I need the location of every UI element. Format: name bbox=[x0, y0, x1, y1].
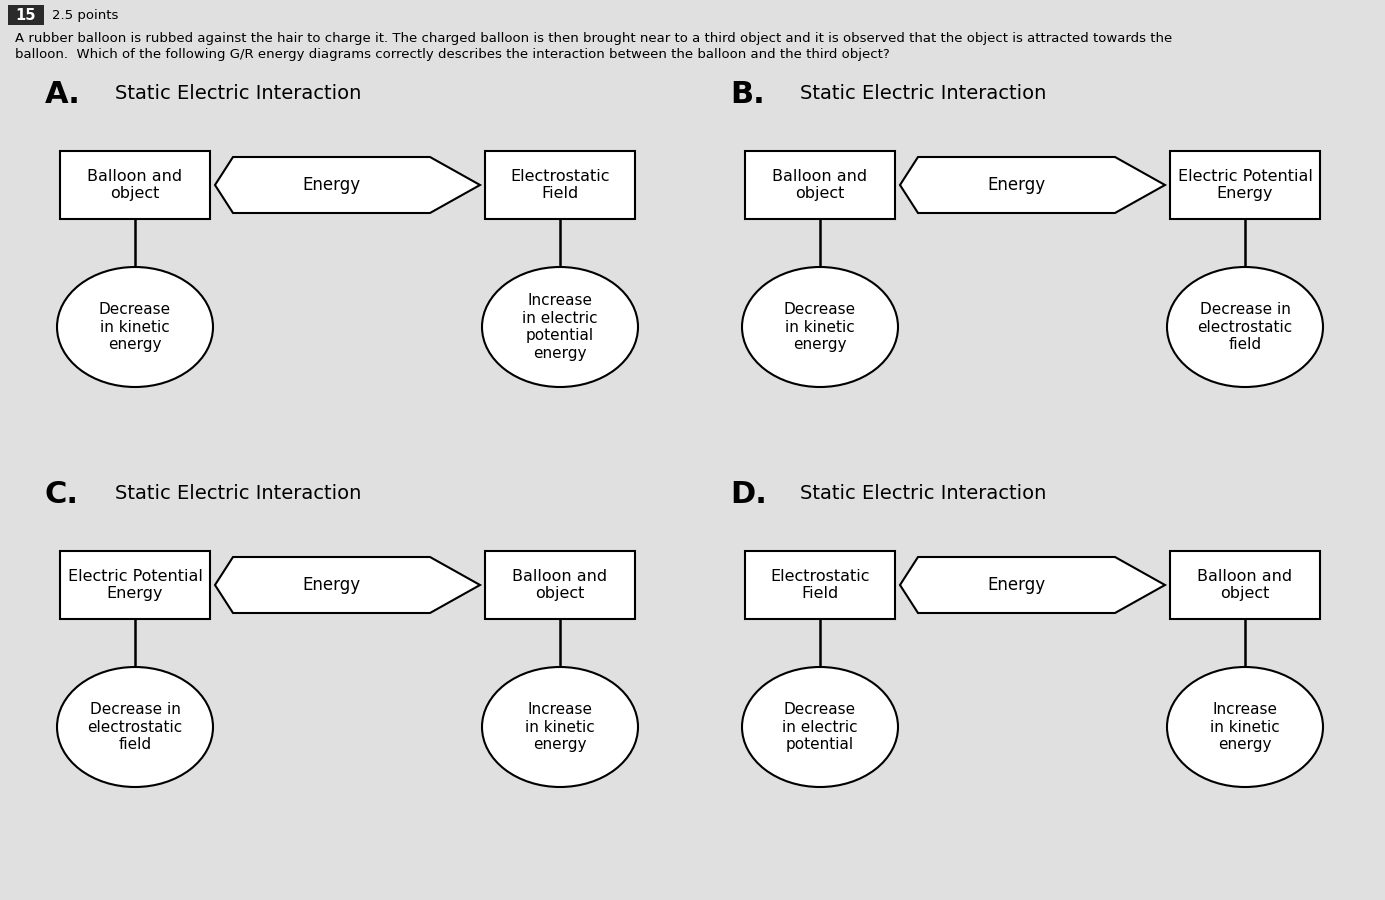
Text: Static Electric Interaction: Static Electric Interaction bbox=[801, 484, 1047, 503]
Ellipse shape bbox=[1168, 267, 1323, 387]
Text: Decrease in
electrostatic
field: Decrease in electrostatic field bbox=[1198, 302, 1292, 352]
Text: Balloon and
object: Balloon and object bbox=[512, 569, 608, 601]
FancyBboxPatch shape bbox=[1170, 151, 1320, 219]
Ellipse shape bbox=[742, 667, 897, 787]
Text: Electric Potential
Energy: Electric Potential Energy bbox=[1177, 169, 1313, 202]
Text: Decrease in
electrostatic
field: Decrease in electrostatic field bbox=[87, 702, 183, 752]
Text: Electrostatic
Field: Electrostatic Field bbox=[770, 569, 870, 601]
Ellipse shape bbox=[742, 267, 897, 387]
FancyBboxPatch shape bbox=[8, 5, 44, 25]
Text: Decrease
in kinetic
energy: Decrease in kinetic energy bbox=[98, 302, 172, 352]
FancyBboxPatch shape bbox=[485, 151, 634, 219]
FancyBboxPatch shape bbox=[485, 551, 634, 619]
Text: D.: D. bbox=[730, 480, 767, 509]
Text: A rubber balloon is rubbed against the hair to charge it. The charged balloon is: A rubber balloon is rubbed against the h… bbox=[15, 32, 1172, 45]
Text: Energy: Energy bbox=[302, 176, 360, 194]
Text: Energy: Energy bbox=[302, 576, 360, 594]
Text: balloon.  Which of the following G/R energy diagrams correctly describes the int: balloon. Which of the following G/R ener… bbox=[15, 48, 889, 61]
Polygon shape bbox=[900, 557, 1165, 613]
Text: B.: B. bbox=[730, 80, 765, 109]
FancyBboxPatch shape bbox=[60, 151, 211, 219]
Text: Balloon and
object: Balloon and object bbox=[1198, 569, 1292, 601]
Ellipse shape bbox=[57, 267, 213, 387]
Text: Electrostatic
Field: Electrostatic Field bbox=[510, 169, 609, 202]
Ellipse shape bbox=[482, 667, 638, 787]
Ellipse shape bbox=[57, 667, 213, 787]
Text: Increase
in kinetic
energy: Increase in kinetic energy bbox=[1210, 702, 1280, 752]
Text: Static Electric Interaction: Static Electric Interaction bbox=[115, 84, 361, 103]
FancyBboxPatch shape bbox=[745, 551, 895, 619]
Text: Decrease
in kinetic
energy: Decrease in kinetic energy bbox=[784, 302, 856, 352]
Text: A.: A. bbox=[44, 80, 80, 109]
Polygon shape bbox=[215, 557, 481, 613]
Text: Energy: Energy bbox=[988, 176, 1046, 194]
Text: Balloon and
object: Balloon and object bbox=[773, 169, 867, 202]
Text: Static Electric Interaction: Static Electric Interaction bbox=[801, 84, 1047, 103]
Text: Energy: Energy bbox=[988, 576, 1046, 594]
FancyBboxPatch shape bbox=[60, 551, 211, 619]
Ellipse shape bbox=[1168, 667, 1323, 787]
Text: Decrease
in electric
potential: Decrease in electric potential bbox=[783, 702, 857, 752]
Text: 2.5 points: 2.5 points bbox=[53, 8, 118, 22]
FancyBboxPatch shape bbox=[745, 151, 895, 219]
Polygon shape bbox=[900, 157, 1165, 213]
Text: Electric Potential
Energy: Electric Potential Energy bbox=[68, 569, 202, 601]
Text: Increase
in electric
potential
energy: Increase in electric potential energy bbox=[522, 293, 598, 361]
FancyBboxPatch shape bbox=[1170, 551, 1320, 619]
Polygon shape bbox=[215, 157, 481, 213]
Text: Static Electric Interaction: Static Electric Interaction bbox=[115, 484, 361, 503]
Text: C.: C. bbox=[44, 480, 79, 509]
Text: 15: 15 bbox=[15, 7, 36, 22]
Text: Balloon and
object: Balloon and object bbox=[87, 169, 183, 202]
Text: Increase
in kinetic
energy: Increase in kinetic energy bbox=[525, 702, 596, 752]
Ellipse shape bbox=[482, 267, 638, 387]
